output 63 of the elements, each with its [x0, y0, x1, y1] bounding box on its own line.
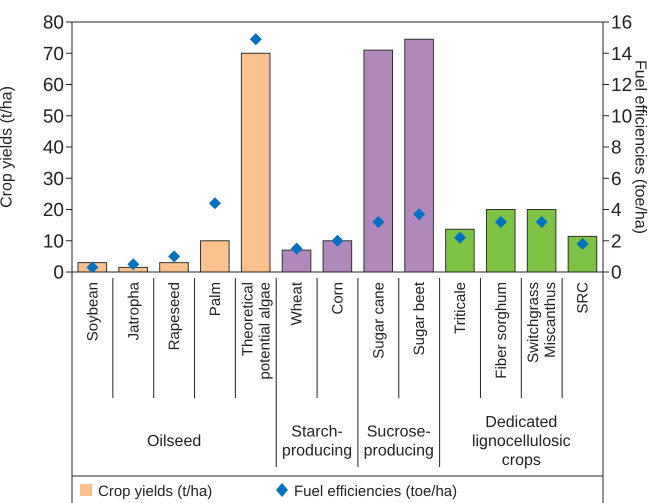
- bar: [404, 38, 434, 272]
- x-tick-label: Soybean: [84, 282, 102, 342]
- bar: [200, 240, 230, 272]
- point: [208, 197, 221, 210]
- bar: [445, 228, 475, 272]
- x-tick-label: Fiber sorghum: [492, 282, 510, 379]
- x-tick-label: Switchgrass Miscanthus: [525, 282, 560, 363]
- bar: [282, 250, 312, 272]
- bar: [159, 262, 189, 272]
- y2-tick-label: 10: [611, 106, 632, 128]
- y-tick-label: 50: [42, 106, 64, 128]
- y2-tick-label: 0: [611, 262, 622, 284]
- text: Sucrose-producing: [364, 424, 434, 460]
- point: [494, 216, 507, 228]
- y2-tick-label: 14: [611, 44, 633, 65]
- legend-label: Crop yields (t/ha): [98, 483, 212, 500]
- x-tick-label: Palm: [206, 282, 224, 316]
- bar: [486, 209, 516, 272]
- y-tick-label: 70: [42, 44, 64, 65]
- text: Starch-producing: [282, 424, 352, 460]
- point: [250, 33, 262, 46]
- y-tick-label: 40: [42, 138, 64, 159]
- y-tick-label: 0: [53, 262, 64, 284]
- x-tick-label: Corn: [330, 282, 346, 315]
- bar: [363, 50, 394, 272]
- legend-label: Fuel efficiencies (toe/ha): [294, 483, 458, 500]
- x-tick-label: Jatropha: [125, 281, 142, 340]
- point: [127, 258, 140, 270]
- y-tick-label: 30: [42, 168, 64, 190]
- text: Dedicated lignocellulosic crops: [472, 414, 571, 469]
- point: [413, 208, 426, 220]
- x-tick-label: Theoretical potential algae: [239, 282, 274, 380]
- y-tick-label: 10: [42, 231, 64, 252]
- bar: [240, 52, 270, 272]
- point: [86, 261, 98, 272]
- y2-tick-label: 16: [611, 12, 632, 34]
- point: [372, 216, 384, 228]
- point: [168, 250, 180, 262]
- x-tick-label: Rapeseed: [166, 282, 184, 350]
- text: Oilseed: [146, 433, 202, 450]
- point: [576, 238, 589, 250]
- y2-tick-label: 8: [611, 138, 622, 159]
- y2-tick-label: 4: [611, 200, 622, 222]
- y2-axis-title: Fuel efficiencies (toe/ha): [631, 60, 648, 234]
- y2-tick-label: 12: [611, 75, 632, 96]
- x-tick-label: Sugar beet: [411, 281, 428, 356]
- bar: [526, 209, 556, 272]
- x-tick-label: Wheat: [288, 281, 306, 326]
- x-tick-label: Triticale: [452, 282, 470, 334]
- bar: [568, 236, 598, 272]
- point: [332, 234, 344, 247]
- y-tick-label: 60: [42, 75, 64, 96]
- y2-tick-label: 2: [611, 231, 622, 252]
- point: [536, 216, 548, 228]
- y-tick-label: 20: [42, 200, 64, 222]
- point: [290, 242, 303, 255]
- point: [454, 232, 466, 244]
- x-tick-label: SRC: [574, 282, 592, 314]
- y-tick-label: 80: [42, 12, 64, 34]
- y-axis-title: Crop yields (t/ha): [0, 86, 16, 208]
- x-tick-label: Sugar cane: [370, 282, 388, 359]
- bar: [322, 240, 352, 272]
- y2-tick-label: 6: [611, 168, 622, 190]
